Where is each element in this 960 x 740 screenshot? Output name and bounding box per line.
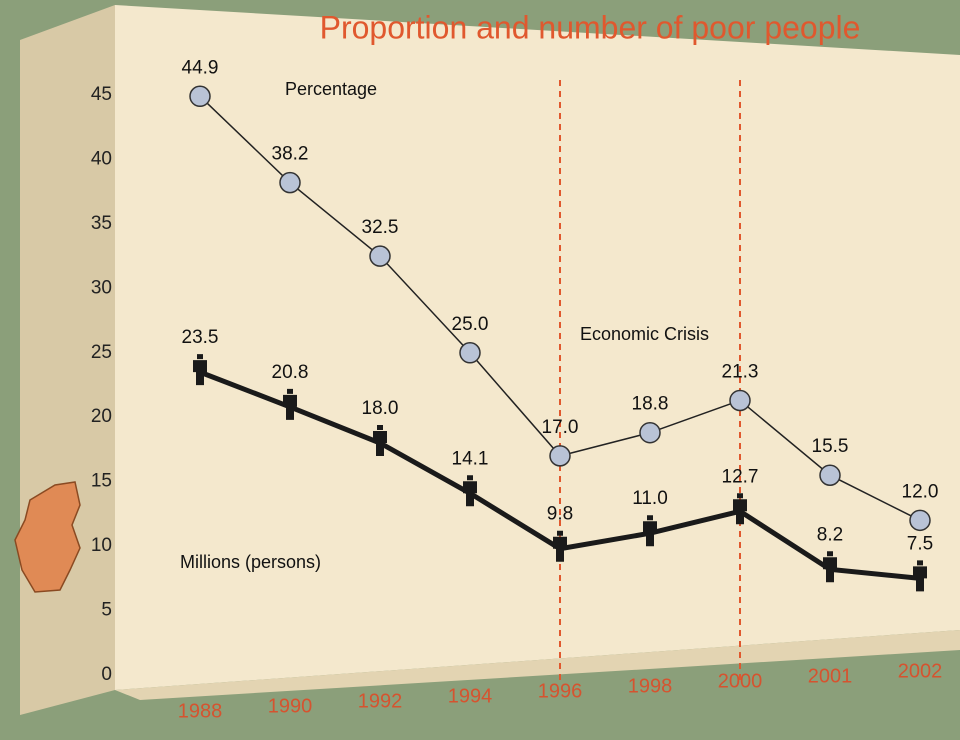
data-label: 14.1 bbox=[452, 448, 489, 469]
y-tick-label: 5 bbox=[101, 600, 112, 621]
data-label: 25.0 bbox=[452, 314, 489, 335]
x-tick-label: 1998 bbox=[628, 675, 673, 697]
point-marker bbox=[910, 510, 930, 530]
point-marker bbox=[190, 86, 210, 106]
point-marker bbox=[370, 246, 390, 266]
data-label: 12.7 bbox=[722, 466, 759, 487]
point-marker bbox=[820, 465, 840, 485]
legend-label: Percentage bbox=[285, 79, 377, 99]
data-label: 18.0 bbox=[362, 398, 399, 419]
point-marker bbox=[640, 423, 660, 443]
data-label: 12.0 bbox=[902, 481, 939, 502]
data-label: 38.2 bbox=[272, 144, 309, 165]
y-tick-label: 25 bbox=[91, 342, 112, 363]
x-tick-label: 1988 bbox=[178, 700, 223, 722]
y-tick-label: 30 bbox=[91, 277, 112, 298]
data-label: 32.5 bbox=[362, 217, 399, 238]
data-label: 9.8 bbox=[547, 504, 573, 525]
x-tick-label: 1990 bbox=[268, 695, 313, 717]
y-tick-label: 15 bbox=[91, 471, 112, 492]
data-label: 11.0 bbox=[632, 488, 668, 509]
x-tick-label: 1994 bbox=[448, 685, 493, 707]
data-label: 21.3 bbox=[722, 361, 759, 382]
x-tick-label: 2001 bbox=[808, 665, 853, 687]
data-label: 17.0 bbox=[542, 417, 579, 438]
x-tick-label: 2000 bbox=[718, 670, 763, 692]
x-tick-label: 1996 bbox=[538, 680, 583, 702]
y-tick-label: 40 bbox=[91, 148, 112, 169]
y-tick-label: 0 bbox=[101, 664, 112, 685]
data-label: 7.5 bbox=[907, 533, 933, 554]
chart-title: Proportion and number of poor people bbox=[320, 9, 861, 45]
data-label: 8.2 bbox=[817, 524, 843, 545]
data-label: 20.8 bbox=[272, 362, 309, 383]
data-label: 23.5 bbox=[182, 327, 219, 348]
legend-label: Millions (persons) bbox=[180, 552, 321, 572]
chart: Proportion and number of poor people Per… bbox=[0, 0, 960, 740]
x-tick-label: 1992 bbox=[358, 690, 403, 712]
panel bbox=[115, 5, 960, 690]
y-tick-label: 35 bbox=[91, 213, 112, 234]
data-label: 18.8 bbox=[632, 394, 669, 415]
point-marker bbox=[280, 173, 300, 193]
y-tick-label: 45 bbox=[91, 84, 112, 105]
y-tick-label: 10 bbox=[91, 535, 112, 556]
y-tick-label: 20 bbox=[91, 406, 112, 427]
point-marker bbox=[730, 390, 750, 410]
data-label: 44.9 bbox=[182, 57, 219, 78]
point-marker bbox=[550, 446, 570, 466]
x-tick-label: 2002 bbox=[898, 660, 943, 682]
data-label: 15.5 bbox=[812, 436, 849, 457]
annotation: Economic Crisis bbox=[580, 324, 709, 344]
point-marker bbox=[460, 343, 480, 363]
